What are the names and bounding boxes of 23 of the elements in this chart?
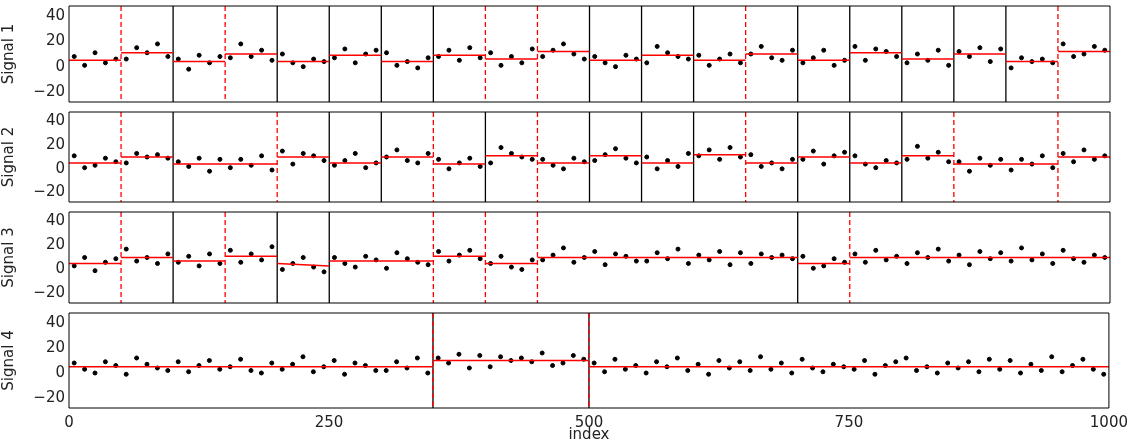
y-tick-label: 0 [55,158,65,177]
y-tick-label: 40 [45,6,65,24]
y-tick-label: 40 [45,211,65,230]
x-tick-label: 750 [834,412,864,431]
x-tick-label: 250 [314,412,344,431]
y-axis-title: Signal 4 [0,330,17,391]
y-axis-title: Signal 3 [0,227,17,288]
x-tick-label: 1000 [1089,412,1129,431]
y-tick-label: 0 [55,56,65,75]
y-tick-label: −20 [33,283,65,302]
y-tick-label: −20 [33,387,65,406]
y-tick-label: 40 [45,111,65,130]
y-tick-label: 20 [45,235,65,254]
y-tick-label: 20 [45,135,65,154]
y-tick-label: 0 [55,362,65,381]
y-tick-label: −20 [33,182,65,201]
y-tick-label: 40 [45,312,65,331]
y-tick-label: 20 [45,337,65,356]
y-tick-label: 0 [55,259,65,278]
y-axis-title: Signal 2 [0,126,17,188]
y-tick-label: 20 [45,31,65,50]
y-axis-title: Signal 1 [0,23,17,85]
y-tick-label: −20 [33,81,65,100]
